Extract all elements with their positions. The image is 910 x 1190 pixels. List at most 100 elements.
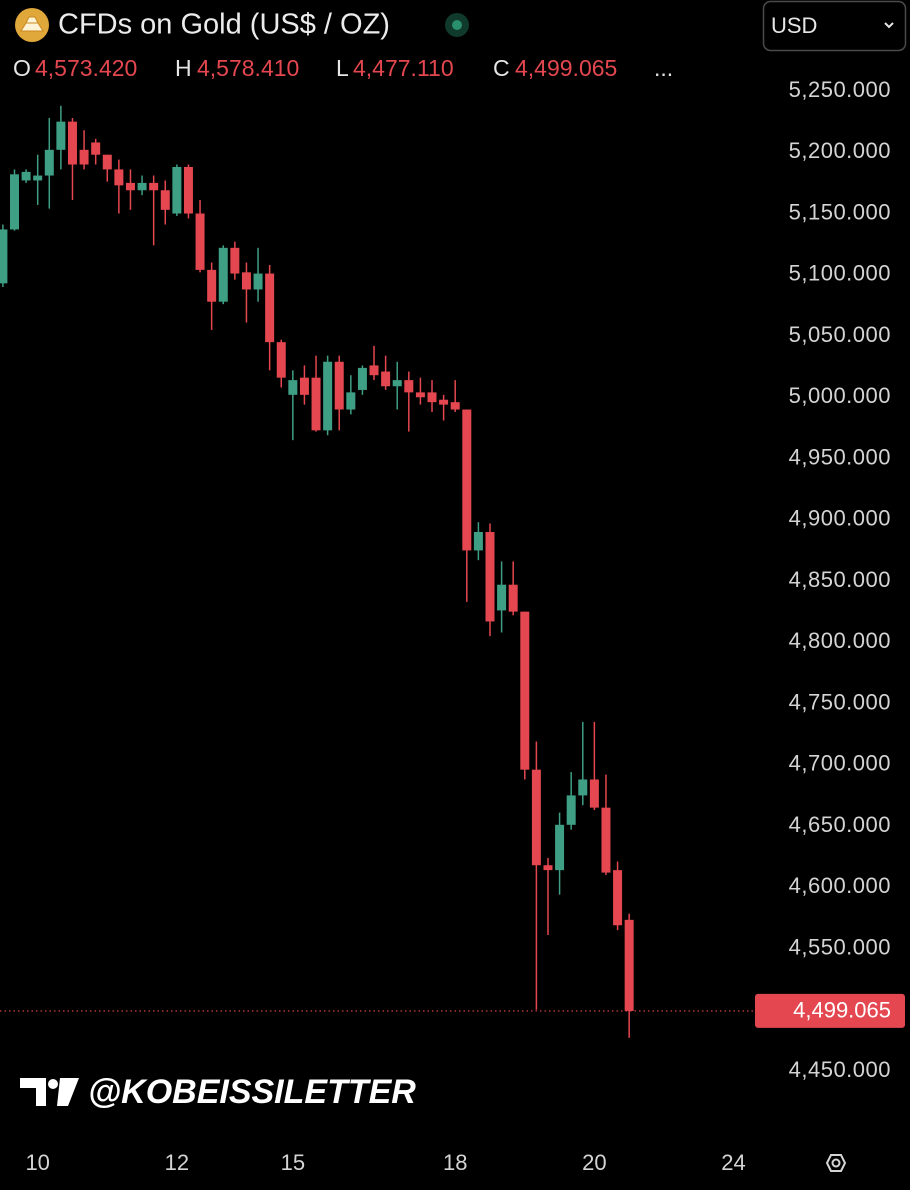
x-tick-label: 18 [443, 1150, 467, 1175]
candle-body [520, 611, 530, 770]
candle-body [125, 182, 135, 191]
y-tick-label: 4,550.000 [789, 934, 891, 959]
chart-title: CFDs on Gold (US$ / OZ) [58, 9, 390, 41]
candle-body [218, 247, 228, 302]
market-status-dot [452, 20, 462, 30]
candle-body [0, 229, 8, 284]
candle-body [33, 175, 43, 181]
candle-body [21, 171, 31, 181]
candle-body [566, 795, 576, 825]
candle-body [253, 273, 263, 290]
candle-body [555, 824, 565, 871]
candle-body [288, 380, 298, 395]
candle-body [299, 377, 309, 395]
candle-body [439, 399, 449, 405]
chevron-icon [884, 22, 894, 29]
ohlc-value: 4,578.410 [197, 55, 299, 81]
currency-select-box[interactable] [762, 0, 907, 52]
currency-label[interactable]: USD [771, 13, 817, 38]
candle-body [531, 769, 541, 866]
y-tick-label: 4,450.000 [789, 1057, 891, 1082]
candle-body [207, 269, 217, 302]
x-tick-label: 12 [165, 1150, 189, 1175]
gold-bars-icon [20, 16, 44, 32]
tv-logo [57, 1078, 79, 1106]
ohlc-letter: H [175, 55, 192, 81]
candle-body [91, 142, 101, 155]
ohlc-legend: O 4,573.420 H 4,578.410 L 4,477.110 C 4,… [13, 55, 673, 81]
candle-body [613, 870, 623, 926]
candle-body [381, 371, 391, 387]
candle-body [334, 361, 344, 410]
currency-select[interactable]: USD [762, 0, 907, 52]
candle-body [543, 865, 553, 871]
candle-body [265, 273, 275, 343]
y-tick-label: 4,650.000 [789, 812, 891, 837]
candle-body [346, 392, 356, 410]
candle-body [56, 121, 66, 150]
candle-body [183, 166, 193, 214]
y-tick-label: 5,050.000 [789, 322, 891, 347]
candle-body [369, 365, 379, 376]
last-price-box [755, 993, 905, 1028]
candle-body [114, 169, 124, 186]
y-tick-label: 4,850.000 [789, 567, 891, 592]
y-tick-label: 5,150.000 [789, 199, 891, 224]
y-tick-label: 4,800.000 [789, 628, 891, 653]
candle-body [589, 779, 599, 808]
x-tick-label: 24 [721, 1150, 745, 1175]
watermark: @KOBEISSILETTER [20, 1073, 416, 1111]
candle-body [415, 392, 425, 398]
candle-body [497, 584, 507, 611]
settings-icon [831, 1158, 841, 1168]
plot-area [0, 105, 755, 1038]
y-tick-label: 5,200.000 [789, 138, 891, 163]
candle-body [392, 380, 402, 387]
settings-icon[interactable] [825, 1154, 847, 1172]
y-tick-label: 4,900.000 [789, 506, 891, 531]
candle-body [102, 154, 112, 170]
candle-body [149, 182, 159, 191]
candle-body [601, 807, 611, 873]
candle-body [578, 779, 588, 796]
more-button[interactable]: ... [654, 55, 673, 81]
ohlc-value: 4,499.065 [515, 55, 617, 81]
candle-body [508, 584, 518, 612]
candle-body [450, 402, 460, 410]
y-tick-label: 4,750.000 [789, 689, 891, 714]
candle-body [241, 272, 251, 290]
candle-body [311, 377, 321, 431]
candle-body [137, 182, 147, 191]
ohlc-letter: O [13, 55, 31, 81]
candle-body [323, 361, 333, 431]
y-tick-label: 4,600.000 [789, 873, 891, 898]
candle-body [485, 532, 495, 622]
candle-body [404, 380, 414, 393]
candle-body [357, 367, 367, 390]
y-tick-label: 5,250.000 [789, 77, 891, 102]
watermark-text: @KOBEISSILETTER [88, 1073, 416, 1111]
ohlc-value: 4,573.420 [35, 55, 137, 81]
y-tick-label: 5,100.000 [789, 261, 891, 286]
y-tick-label: 4,700.000 [789, 751, 891, 776]
ohlc-value: 4,477.110 [353, 55, 454, 81]
candle-body [44, 149, 54, 176]
candle-body [624, 919, 634, 1011]
candle-body [427, 392, 437, 403]
x-tick-label: 15 [281, 1150, 305, 1175]
candle-body [9, 174, 19, 230]
y-tick-label: 4,950.000 [789, 444, 891, 469]
last-price-label: 4,499.065 [793, 998, 891, 1023]
candle-body [67, 121, 77, 165]
tv-logo [48, 1079, 58, 1089]
candle-body [79, 149, 89, 165]
ohlc-letter: L [336, 55, 349, 81]
y-tick-label: 5,000.000 [789, 383, 891, 408]
x-tick-label: 10 [25, 1150, 49, 1175]
candle-body [276, 342, 286, 378]
candle-body [160, 190, 170, 210]
candle-body [230, 247, 240, 274]
